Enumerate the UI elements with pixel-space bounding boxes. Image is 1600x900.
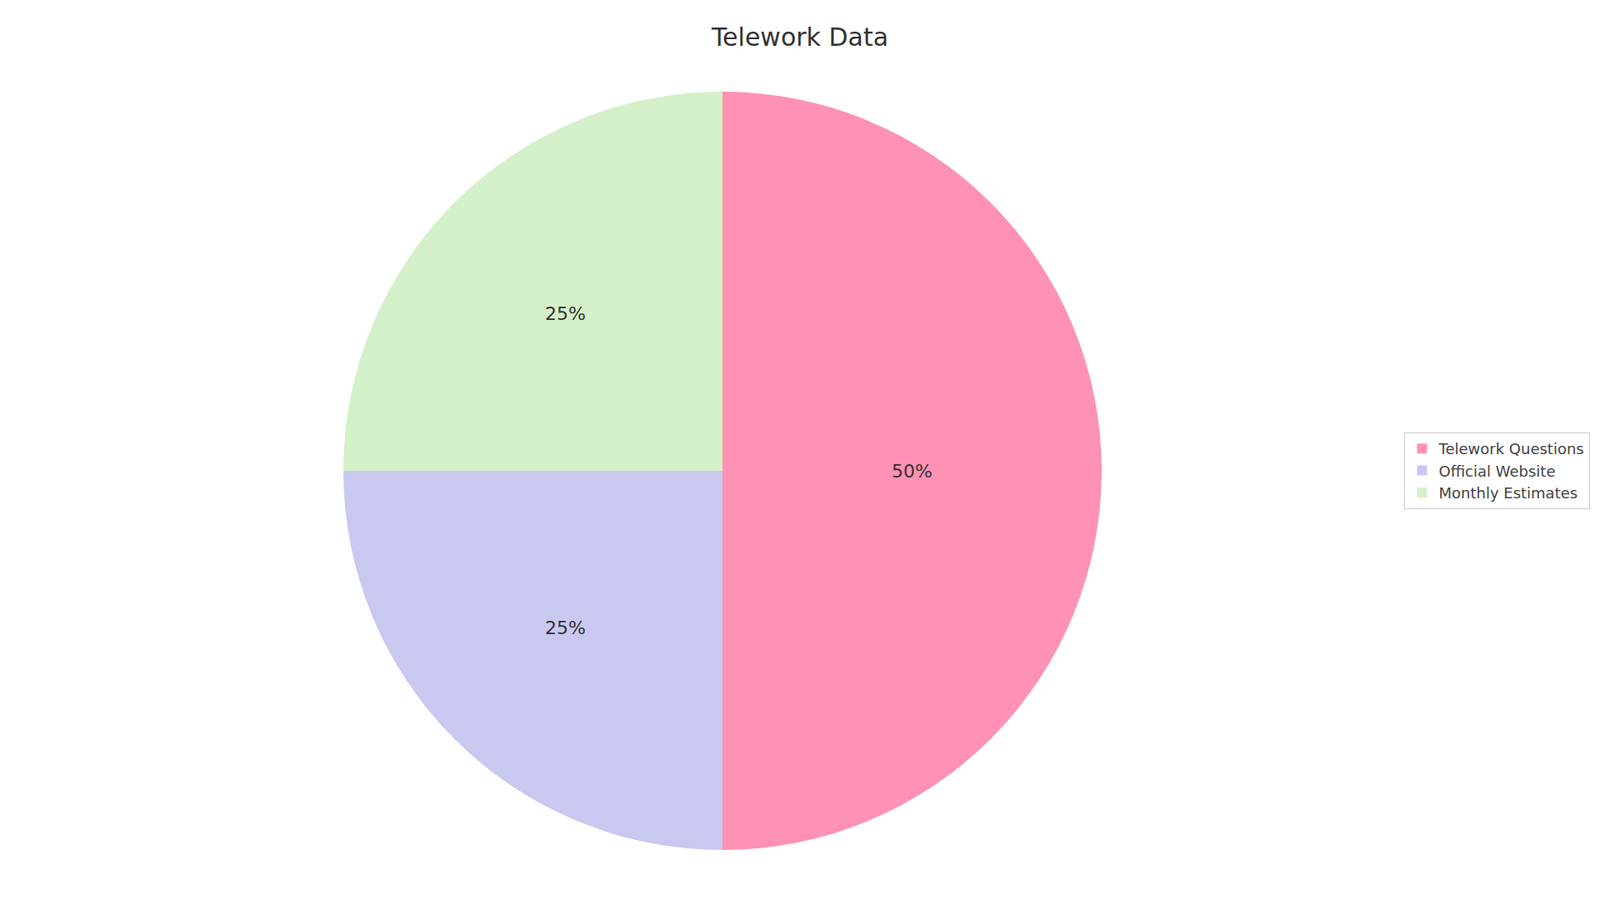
svg-text:Telework Questions: Telework Questions [1437,440,1584,458]
svg-text:Monthly Estimates: Monthly Estimates [1438,484,1578,502]
svg-text:Official Website: Official Website [1438,462,1555,480]
svg-text:Telework Data: Telework Data [710,22,889,52]
svg-text:25%: 25% [545,617,586,639]
svg-text:25%: 25% [545,303,586,325]
svg-text:50%: 50% [891,460,933,482]
